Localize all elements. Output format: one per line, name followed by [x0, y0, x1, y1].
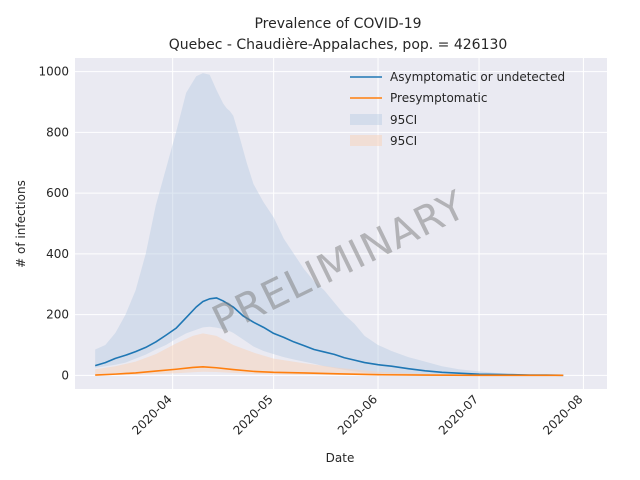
confidence-bands	[95, 73, 564, 376]
x-tick-label-2: 2020-06	[335, 392, 380, 437]
y-tick-label-5: 1000	[38, 65, 69, 79]
y-tick-label-2: 400	[46, 247, 69, 261]
plot-background	[75, 58, 607, 389]
y-tick-label-3: 600	[46, 186, 69, 200]
x-tick-labels: 2020-04 2020-05 2020-06 2020-07 2020-08	[129, 392, 585, 437]
y-tick-label-1: 200	[46, 308, 69, 322]
band-1	[95, 333, 564, 376]
x-tick-label-3: 2020-07	[436, 392, 481, 437]
chart-title: Prevalence of COVID-19	[254, 16, 421, 32]
x-tick-label-4: 2020-08	[540, 392, 585, 437]
legend-swatch-asymptomatic-ci	[350, 114, 382, 125]
grid-lines	[75, 58, 607, 389]
legend-label-asymptomatic: Asymptomatic or undetected	[390, 70, 565, 84]
series-line-0	[94, 297, 564, 377]
legend-swatch-presymptomatic-ci	[350, 135, 382, 146]
x-tick-label-1: 2020-05	[230, 392, 275, 437]
series-lines	[94, 297, 564, 377]
chart-subtitle: Quebec - Chaudière-Appalaches, pop. = 42…	[169, 37, 508, 53]
band-0	[95, 73, 564, 376]
legend-label-presymptomatic: Presymptomatic	[390, 91, 487, 105]
x-tick-label-0: 2020-04	[129, 392, 174, 437]
series-line-1	[95, 366, 564, 377]
legend: Asymptomatic or undetected Presymptomati…	[350, 70, 565, 148]
y-tick-labels: 0 200 400 600 800 1000	[38, 65, 69, 383]
legend-label-presymptomatic-ci: 95CI	[390, 134, 417, 148]
y-tick-label-4: 800	[46, 125, 69, 139]
legend-label-asymptomatic-ci: 95CI	[390, 113, 417, 127]
y-axis-label: # of infections	[14, 180, 28, 268]
y-tick-label-0: 0	[61, 368, 69, 382]
x-axis-label: Date	[326, 451, 355, 465]
